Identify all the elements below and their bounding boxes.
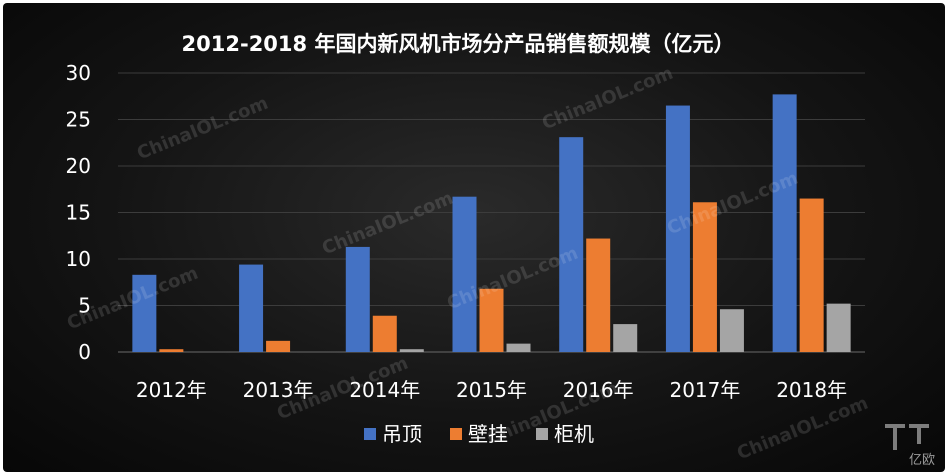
bar-3 bbox=[399, 349, 424, 352]
bar-2 bbox=[799, 198, 824, 352]
x-category-label: 2012年 bbox=[136, 378, 207, 402]
chart-title: 2012-2018 年国内新风机市场分产品销售额规模（亿元） bbox=[182, 32, 735, 56]
bar-2 bbox=[479, 288, 504, 352]
legend-swatch bbox=[536, 428, 548, 440]
y-tick-label: 5 bbox=[78, 294, 91, 318]
bar-1 bbox=[132, 274, 157, 352]
bar-1 bbox=[665, 105, 690, 352]
x-category-label: 2013年 bbox=[243, 378, 314, 402]
bar-1 bbox=[239, 264, 264, 352]
x-category-label: 2014年 bbox=[349, 378, 420, 402]
legend-swatch bbox=[450, 428, 462, 440]
legend-swatch bbox=[364, 428, 376, 440]
bar-3 bbox=[719, 309, 744, 352]
y-tick-label: 15 bbox=[66, 201, 91, 225]
y-tick-label: 25 bbox=[66, 108, 91, 132]
legend-label: 柜机 bbox=[554, 422, 594, 446]
brand-name: 亿欧 bbox=[908, 453, 935, 468]
bar-3 bbox=[826, 303, 851, 352]
bar-1 bbox=[452, 196, 477, 352]
y-tick-label: 20 bbox=[66, 154, 91, 178]
bar-3 bbox=[506, 343, 531, 352]
bar-1 bbox=[772, 94, 797, 352]
bar-chart: 2012-2018 年国内新风机市场分产品销售额规模（亿元） 0 5 10 15 20 2… bbox=[66, 32, 865, 446]
y-tick-label: 0 bbox=[78, 340, 91, 364]
y-tick-label: 30 bbox=[66, 61, 91, 85]
x-category-label: 2016年 bbox=[563, 378, 634, 402]
bar-2 bbox=[372, 315, 397, 352]
x-category-label: 2018年 bbox=[776, 378, 847, 402]
legend-label: 吊顶 bbox=[382, 422, 422, 446]
yiou-logo-icon bbox=[885, 424, 929, 450]
bars bbox=[132, 94, 851, 352]
x-axis-categories: 2012年 2013年 2014年 2015年 2016年 2017年 2018年 bbox=[136, 378, 847, 402]
x-category-label: 2015年 bbox=[456, 378, 527, 402]
bar-1 bbox=[559, 137, 584, 352]
bar-2 bbox=[692, 202, 717, 352]
legend-label: 壁挂 bbox=[468, 422, 508, 446]
legend: 吊顶 壁挂 柜机 bbox=[364, 422, 594, 446]
y-axis-ticks: 0 5 10 15 20 25 30 bbox=[66, 61, 91, 364]
bar-3 bbox=[613, 324, 638, 352]
y-tick-label: 10 bbox=[66, 247, 91, 271]
x-category-label: 2017年 bbox=[669, 378, 740, 402]
bar-1 bbox=[345, 246, 370, 352]
bar-2 bbox=[159, 349, 184, 352]
bar-2 bbox=[266, 340, 291, 352]
bar-2 bbox=[586, 238, 611, 352]
chart-frame: 2012-2018 年国内新风机市场分产品销售额规模（亿元） 0 5 10 15 20 2… bbox=[3, 3, 945, 472]
